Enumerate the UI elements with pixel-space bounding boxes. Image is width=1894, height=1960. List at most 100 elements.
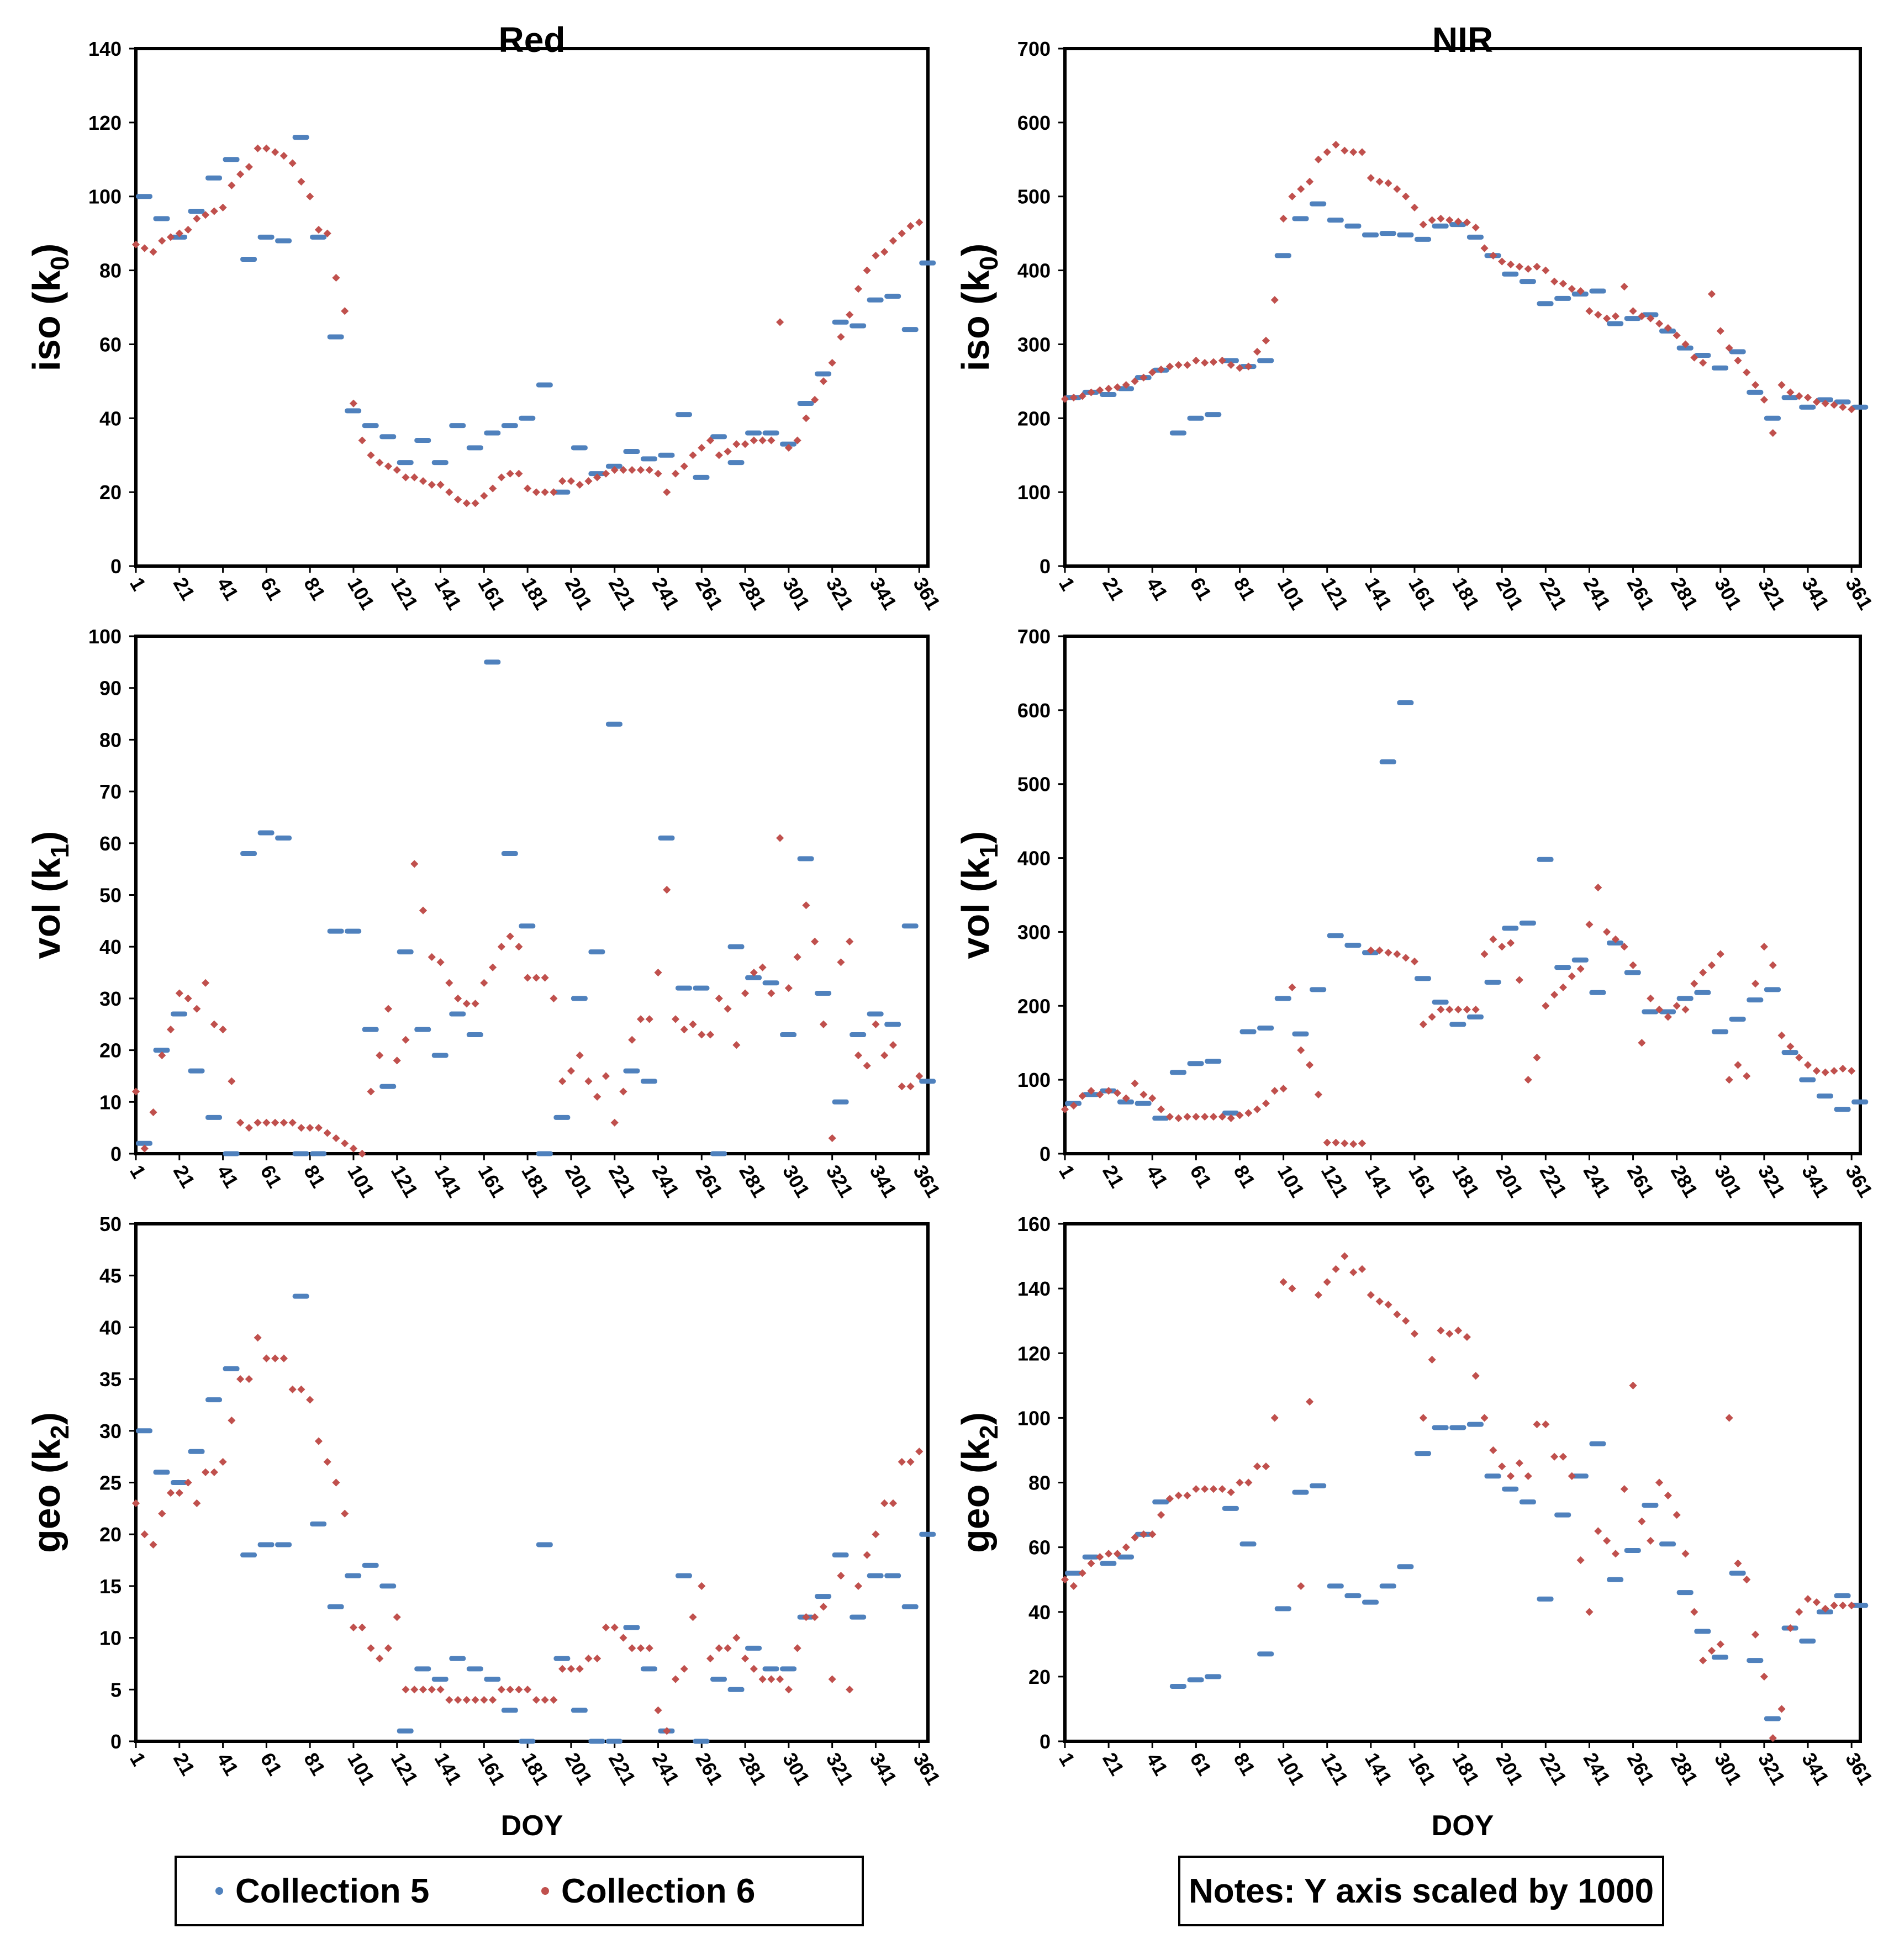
data-point-c6 xyxy=(1690,1608,1698,1616)
y-tick-label: 160 xyxy=(1017,1213,1051,1235)
data-point-c5 xyxy=(1432,1425,1449,1430)
data-point-c5 xyxy=(1484,1473,1501,1479)
data-point-c5 xyxy=(1065,1570,1082,1576)
x-tick-label: 301 xyxy=(778,1749,815,1789)
data-point-c5 xyxy=(1607,941,1624,946)
data-point-c6 xyxy=(515,1686,523,1694)
data-point-c6 xyxy=(376,1655,384,1663)
y-tick-label: 40 xyxy=(99,1316,122,1339)
data-point-c6 xyxy=(436,480,445,489)
y-tick-label: 40 xyxy=(99,936,122,958)
data-point-c6 xyxy=(593,473,602,482)
data-point-c6 xyxy=(524,484,532,493)
data-point-c6 xyxy=(1638,1039,1646,1047)
data-point-c6 xyxy=(436,1686,445,1694)
data-point-c6 xyxy=(602,1623,610,1631)
data-point-c6 xyxy=(158,236,166,245)
data-point-c5 xyxy=(762,980,779,986)
data-point-c5 xyxy=(1729,349,1746,355)
data-point-c6 xyxy=(288,159,297,167)
data-point-c6 xyxy=(1393,185,1401,193)
data-point-c6 xyxy=(1830,1601,1838,1610)
data-point-c6 xyxy=(193,1499,201,1508)
data-point-c6 xyxy=(1384,179,1392,187)
x-tick-label: 1 xyxy=(1054,1161,1080,1182)
data-point-c5 xyxy=(727,460,745,466)
data-point-c6 xyxy=(1821,1068,1829,1076)
data-point-c5 xyxy=(501,423,518,429)
data-point-c5 xyxy=(867,1573,884,1578)
y-tick-label: 600 xyxy=(1017,699,1051,722)
data-point-c5 xyxy=(710,434,727,440)
data-point-c6 xyxy=(1603,928,1611,936)
y-axis-label-close: ) xyxy=(25,244,68,256)
data-point-c5 xyxy=(327,334,344,340)
data-point-c6 xyxy=(436,958,445,966)
y-tick-label: 200 xyxy=(1017,995,1051,1017)
x-tick-label: 261 xyxy=(1623,574,1659,614)
data-point-c6 xyxy=(236,1118,245,1127)
data-point-c6 xyxy=(288,1385,297,1393)
x-tick-label: 1 xyxy=(1054,574,1080,595)
data-point-c6 xyxy=(471,1000,479,1008)
data-point-c6 xyxy=(1410,957,1419,966)
data-point-c5 xyxy=(1834,1593,1851,1598)
chart-title: Red xyxy=(499,20,566,60)
y-tick-label: 120 xyxy=(88,112,122,134)
data-point-c6 xyxy=(428,1686,436,1694)
data-point-c5 xyxy=(1729,1016,1746,1022)
data-point-c6 xyxy=(410,473,419,482)
data-point-c6 xyxy=(584,1077,593,1085)
y-tick-label: 30 xyxy=(99,987,122,1010)
data-point-c5 xyxy=(362,1027,379,1032)
data-point-c6 xyxy=(889,1499,898,1508)
data-point-c5 xyxy=(1642,1502,1659,1508)
x-tick-label: 361 xyxy=(909,574,945,614)
data-point-c6 xyxy=(462,1000,471,1008)
notes-text: Notes: Y axis scaled by 1000 xyxy=(1188,1872,1654,1910)
data-point-c6 xyxy=(1463,1333,1471,1341)
data-point-c6 xyxy=(358,1623,366,1631)
data-point-c5 xyxy=(1519,1499,1536,1505)
data-point-c6 xyxy=(1524,1076,1532,1084)
data-point-c6 xyxy=(1839,1064,1847,1073)
data-point-c6 xyxy=(166,1489,175,1497)
data-point-c6 xyxy=(1192,1485,1200,1493)
x-tick-label: 41 xyxy=(213,574,244,604)
x-tick-label: 41 xyxy=(1142,1749,1173,1779)
data-point-c6 xyxy=(332,1134,340,1142)
data-point-c5 xyxy=(780,441,797,447)
x-tick-label: 21 xyxy=(169,1161,200,1192)
data-point-c5 xyxy=(919,1079,936,1084)
data-point-c5 xyxy=(171,1011,187,1017)
x-tick-label: 281 xyxy=(1666,1161,1703,1202)
data-point-c6 xyxy=(602,469,610,478)
data-point-c6 xyxy=(1253,1462,1262,1471)
data-point-c6 xyxy=(462,1695,471,1704)
data-point-c5 xyxy=(275,1542,292,1547)
data-point-c6 xyxy=(1358,148,1367,156)
data-point-c6 xyxy=(236,1375,245,1383)
data-point-c5 xyxy=(257,830,275,836)
data-point-c6 xyxy=(1480,950,1489,958)
data-point-c6 xyxy=(1769,429,1777,437)
x-tick-label: 321 xyxy=(822,1161,858,1202)
x-tick-label: 141 xyxy=(1360,1161,1397,1202)
data-point-c5 xyxy=(1117,386,1135,392)
data-point-c5 xyxy=(1607,321,1624,326)
data-point-c6 xyxy=(863,266,871,274)
data-point-c6 xyxy=(550,488,558,496)
data-point-c6 xyxy=(489,484,497,493)
series-collection-5 xyxy=(136,659,936,1156)
data-point-c5 xyxy=(1747,997,1764,1003)
data-point-c6 xyxy=(1113,1089,1122,1097)
x-tick-label: 161 xyxy=(1404,574,1441,614)
data-point-c5 xyxy=(484,430,501,436)
data-point-c6 xyxy=(1314,155,1322,163)
data-point-c6 xyxy=(1201,358,1209,367)
data-point-c6 xyxy=(558,477,567,485)
data-point-c6 xyxy=(1183,1113,1191,1121)
data-point-c5 xyxy=(379,434,397,440)
data-point-c6 xyxy=(1279,1278,1288,1286)
data-point-c5 xyxy=(519,1739,536,1744)
